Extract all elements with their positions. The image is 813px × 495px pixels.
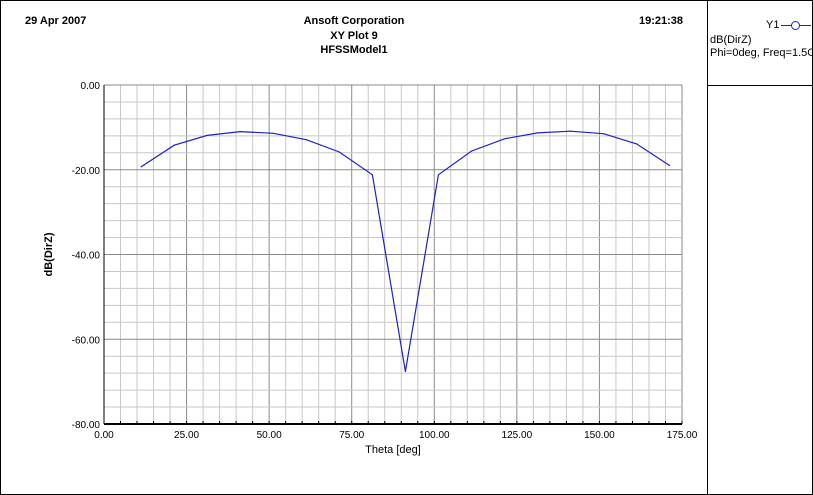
model-name: HFSSModel1: [320, 44, 388, 56]
data-point: [470, 150, 473, 152]
data-point: [272, 132, 274, 134]
legend-divider: [708, 85, 813, 86]
data-point: [173, 144, 175, 146]
data-point: [503, 138, 506, 140]
x-tick-label: 50.00: [257, 430, 282, 441]
legend-key: Y1: [766, 19, 780, 31]
legend-circle-marker-icon: [791, 21, 800, 30]
data-point: [140, 166, 142, 168]
data-point: [404, 370, 406, 373]
x-tick-label: 175.00: [667, 430, 698, 441]
y-tick-label: -60.00: [72, 335, 101, 346]
legend-series-name: dB(DirZ): [710, 34, 752, 46]
x-tick-label: 100.00: [419, 430, 450, 441]
data-point: [602, 133, 605, 135]
data-point: [536, 132, 539, 134]
x-tick-label: 75.00: [339, 430, 364, 441]
data-point: [305, 139, 307, 141]
xy-plot-chart: 0.00 25.00 50.00 75.00 100.00 125.00 150.00 175…: [43, 81, 698, 456]
data-point: [371, 174, 373, 176]
data-point: [338, 151, 340, 153]
x-axis-label: Theta [deg]: [365, 444, 421, 456]
data-point: [669, 164, 671, 167]
y-tick-label: -80.00: [72, 420, 101, 431]
x-tick-label: 0.00: [94, 430, 114, 441]
x-tick-label: 125.00: [502, 430, 533, 441]
y-axis-label: dB(DirZ): [43, 232, 55, 276]
legend-panel: Y1 dB(DirZ) Phi=0deg, Freq=1.5GHz: [707, 1, 813, 494]
data-point: [206, 134, 208, 137]
report-time: 19:21:38: [639, 15, 684, 27]
data-point: [635, 143, 638, 145]
data-point: [239, 131, 241, 133]
company-name: Ansoft Corporation: [303, 15, 405, 27]
y-tick-label: 0.00: [81, 81, 101, 92]
report-date: 29 Apr 2007: [25, 15, 87, 27]
y-tick-label: -40.00: [72, 251, 101, 262]
data-point: [569, 130, 572, 132]
y-tick-label: -20.00: [72, 166, 101, 177]
data-point: [437, 174, 440, 176]
x-tick-label: 25.00: [174, 430, 199, 441]
x-tick-label: 150.00: [584, 430, 615, 441]
plot-title: XY Plot 9: [330, 30, 378, 42]
legend-series-desc: Phi=0deg, Freq=1.5GHz: [710, 47, 813, 59]
